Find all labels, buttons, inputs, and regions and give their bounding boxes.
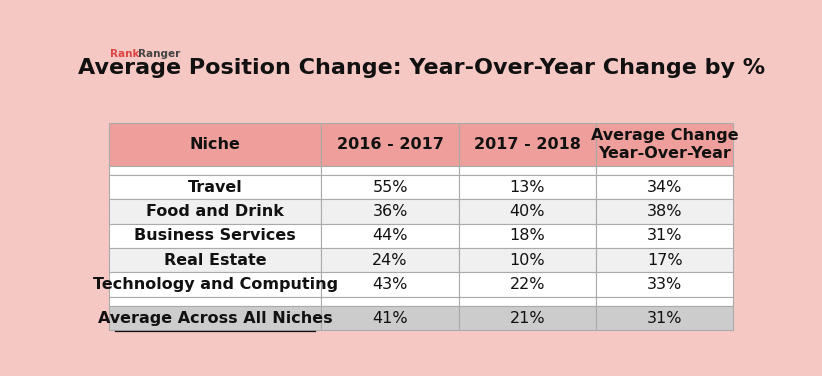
Bar: [321, 123, 459, 165]
Bar: [109, 297, 321, 306]
Bar: [321, 272, 459, 297]
Bar: [109, 306, 321, 330]
Text: 22%: 22%: [510, 277, 545, 292]
Bar: [459, 297, 596, 306]
Text: 55%: 55%: [372, 180, 408, 195]
Text: 43%: 43%: [372, 277, 408, 292]
Bar: [321, 306, 459, 330]
Bar: [109, 272, 321, 297]
Bar: [459, 248, 596, 272]
Text: 38%: 38%: [647, 204, 682, 219]
Text: 41%: 41%: [372, 311, 408, 326]
Bar: [459, 175, 596, 199]
Bar: [321, 297, 459, 306]
Text: Average Across All Niches: Average Across All Niches: [98, 311, 333, 326]
Text: Niche: Niche: [190, 137, 241, 152]
Text: 44%: 44%: [372, 228, 408, 243]
Bar: [596, 199, 733, 224]
Bar: [321, 165, 459, 175]
Bar: [109, 248, 321, 272]
Bar: [596, 297, 733, 306]
Bar: [459, 199, 596, 224]
Text: 2017 - 2018: 2017 - 2018: [474, 137, 581, 152]
Bar: [459, 165, 596, 175]
Text: Technology and Computing: Technology and Computing: [93, 277, 338, 292]
Text: 36%: 36%: [372, 204, 408, 219]
Bar: [459, 306, 596, 330]
Text: Real Estate: Real Estate: [164, 253, 266, 268]
Bar: [596, 175, 733, 199]
Bar: [321, 224, 459, 248]
Text: 13%: 13%: [510, 180, 545, 195]
Text: 10%: 10%: [510, 253, 545, 268]
Text: 33%: 33%: [647, 277, 682, 292]
Text: Average Change
Year-Over-Year: Average Change Year-Over-Year: [591, 127, 739, 161]
Bar: [109, 123, 321, 165]
Bar: [321, 175, 459, 199]
Bar: [596, 272, 733, 297]
Bar: [596, 248, 733, 272]
Bar: [596, 224, 733, 248]
Bar: [109, 224, 321, 248]
Bar: [596, 306, 733, 330]
Text: Average Position Change: Year-Over-Year Change by %: Average Position Change: Year-Over-Year …: [78, 58, 764, 78]
Text: 31%: 31%: [647, 311, 682, 326]
Bar: [321, 248, 459, 272]
Bar: [459, 123, 596, 165]
Text: Ranger: Ranger: [138, 50, 180, 59]
Bar: [109, 165, 321, 175]
Text: 24%: 24%: [372, 253, 408, 268]
Text: 21%: 21%: [510, 311, 545, 326]
Bar: [459, 272, 596, 297]
Text: 18%: 18%: [510, 228, 545, 243]
Text: 17%: 17%: [647, 253, 682, 268]
Bar: [459, 224, 596, 248]
Text: Travel: Travel: [188, 180, 242, 195]
Text: Food and Drink: Food and Drink: [146, 204, 284, 219]
Bar: [596, 165, 733, 175]
Text: 34%: 34%: [647, 180, 682, 195]
Bar: [109, 175, 321, 199]
Bar: [109, 199, 321, 224]
Text: 31%: 31%: [647, 228, 682, 243]
Bar: [321, 199, 459, 224]
Bar: [596, 123, 733, 165]
Text: Business Services: Business Services: [134, 228, 296, 243]
Text: 2016 - 2017: 2016 - 2017: [337, 137, 444, 152]
Text: 40%: 40%: [510, 204, 545, 219]
Text: Rank: Rank: [110, 50, 140, 59]
